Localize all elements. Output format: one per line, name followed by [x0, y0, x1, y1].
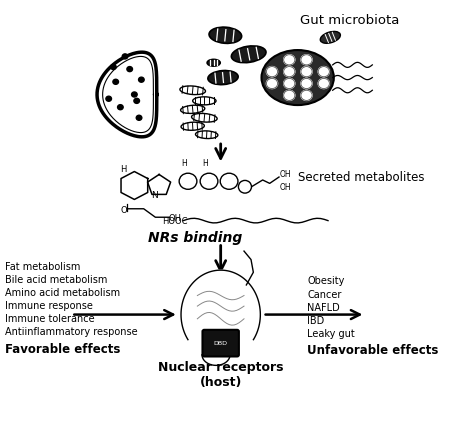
Polygon shape [181, 270, 260, 340]
Text: Antiinflammatory response: Antiinflammatory response [5, 327, 138, 337]
Ellipse shape [181, 105, 205, 113]
Text: O: O [120, 206, 127, 215]
Circle shape [301, 90, 312, 101]
Circle shape [318, 78, 329, 89]
Ellipse shape [180, 86, 205, 95]
Circle shape [132, 92, 137, 97]
Ellipse shape [179, 173, 197, 189]
Ellipse shape [220, 173, 238, 189]
Circle shape [134, 98, 139, 104]
Ellipse shape [208, 71, 238, 85]
Text: H: H [202, 159, 208, 168]
Text: Obesity: Obesity [307, 276, 345, 286]
Text: H: H [181, 159, 187, 168]
Ellipse shape [200, 173, 218, 189]
Text: Nuclear receptors
(host): Nuclear receptors (host) [158, 361, 283, 389]
Polygon shape [97, 52, 157, 137]
Circle shape [301, 78, 312, 89]
FancyBboxPatch shape [202, 330, 239, 357]
Circle shape [110, 64, 116, 69]
Text: OH: OH [280, 183, 292, 192]
Circle shape [266, 78, 278, 89]
Ellipse shape [191, 113, 217, 122]
Circle shape [118, 105, 123, 110]
Circle shape [136, 115, 142, 120]
Text: N: N [151, 191, 158, 200]
Ellipse shape [193, 97, 216, 105]
Text: Amino acid metabolism: Amino acid metabolism [5, 288, 120, 298]
Ellipse shape [209, 27, 242, 43]
Text: Immune response: Immune response [5, 301, 93, 311]
Text: HOOC: HOOC [163, 217, 188, 226]
Circle shape [122, 54, 128, 59]
Text: Favorable effects: Favorable effects [5, 343, 120, 356]
Text: Gut microbiota: Gut microbiota [300, 14, 400, 27]
Text: Fat metabolism: Fat metabolism [5, 262, 81, 272]
Circle shape [127, 66, 133, 72]
Ellipse shape [320, 32, 340, 43]
Text: OH: OH [280, 170, 292, 179]
Ellipse shape [207, 59, 220, 66]
Text: H: H [120, 165, 127, 174]
Text: DBD: DBD [214, 341, 228, 346]
Text: Leaky gut: Leaky gut [307, 329, 355, 339]
Circle shape [283, 55, 295, 65]
Ellipse shape [231, 46, 266, 63]
Circle shape [138, 77, 144, 82]
Ellipse shape [262, 50, 334, 105]
Ellipse shape [238, 181, 252, 193]
Text: Bile acid metabolism: Bile acid metabolism [5, 275, 108, 285]
Text: IBD: IBD [307, 316, 324, 326]
Circle shape [106, 96, 111, 101]
Circle shape [301, 66, 312, 77]
Ellipse shape [181, 122, 204, 130]
Text: Cancer: Cancer [307, 290, 341, 299]
Text: Immune tolerance: Immune tolerance [5, 314, 95, 324]
Circle shape [283, 66, 295, 77]
Circle shape [283, 78, 295, 89]
Text: Unfavorable effects: Unfavorable effects [307, 344, 438, 357]
Text: Secreted metabolites: Secreted metabolites [298, 170, 424, 184]
Circle shape [113, 79, 118, 84]
Text: OH: OH [168, 213, 182, 223]
Text: NRs binding: NRs binding [148, 230, 243, 245]
Circle shape [283, 90, 295, 101]
Circle shape [266, 66, 278, 77]
Circle shape [318, 66, 329, 77]
Text: NAFLD: NAFLD [307, 303, 340, 313]
Ellipse shape [195, 131, 218, 138]
Circle shape [301, 55, 312, 65]
